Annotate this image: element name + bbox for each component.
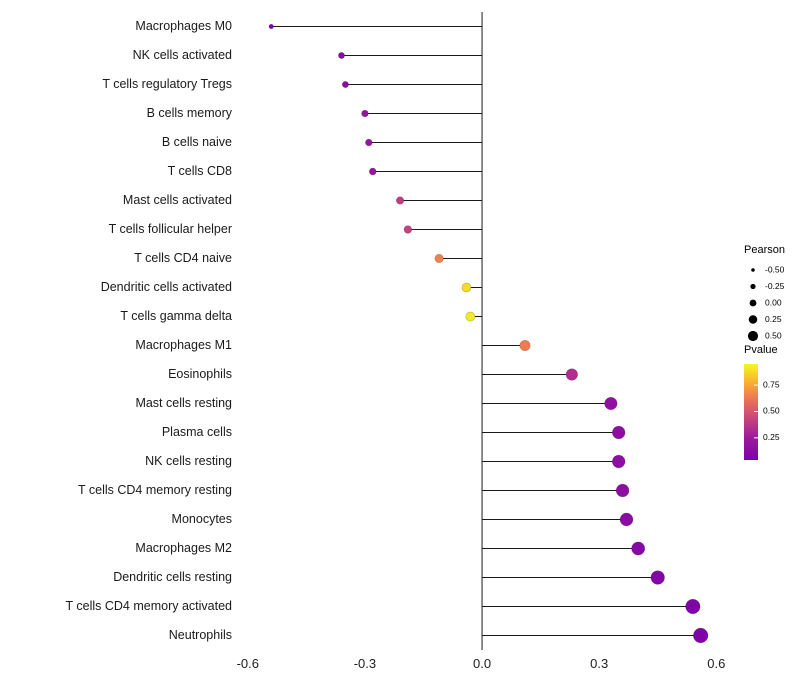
lollipop-point bbox=[612, 425, 626, 440]
y-axis-label: B cells naive bbox=[162, 135, 232, 149]
size-legend-dot bbox=[750, 283, 756, 290]
size-legend-title: Pearson bbox=[744, 244, 785, 256]
size-legend-dot bbox=[748, 315, 758, 324]
lollipop-point bbox=[338, 52, 345, 59]
y-axis-labels: Macrophages M0 NK cells activated T cells … bbox=[66, 19, 233, 642]
y-axis-label: Dendritic cells activated bbox=[101, 280, 232, 294]
y-axis-label: Dendritic cells resting bbox=[113, 570, 232, 584]
lollipop-point bbox=[519, 339, 531, 352]
size-legend-dot bbox=[747, 330, 759, 342]
lollipop-point bbox=[685, 598, 701, 615]
lollipop-point bbox=[341, 81, 349, 88]
y-axis-label: T cells regulatory Tregs bbox=[102, 77, 232, 91]
lollipop-point bbox=[368, 167, 377, 176]
x-axis-tick-label: -0.3 bbox=[354, 656, 376, 671]
y-axis-label: T cells CD4 memory resting bbox=[78, 483, 232, 497]
lollipop-point bbox=[619, 512, 634, 527]
color-legend-label: 0.75 bbox=[763, 379, 780, 389]
lollipop-point bbox=[403, 225, 413, 234]
y-axis-label: Macrophages M0 bbox=[135, 19, 232, 33]
x-axis-tick-label: 0.0 bbox=[473, 656, 491, 671]
y-axis-label: Macrophages M1 bbox=[135, 338, 232, 352]
stems-group bbox=[271, 25, 701, 637]
y-axis-label: Plasma cells bbox=[162, 425, 232, 439]
y-axis-label: T cells follicular helper bbox=[109, 222, 232, 236]
y-axis-label: NK cells resting bbox=[145, 454, 232, 468]
lollipop-point bbox=[268, 23, 274, 30]
x-axis-tick-label: -0.6 bbox=[237, 656, 259, 671]
y-axis-label: B cells memory bbox=[147, 106, 233, 120]
lollipop-point bbox=[604, 396, 618, 411]
lollipop-point bbox=[395, 196, 405, 205]
x-axis-tick-label: 0.3 bbox=[590, 656, 608, 671]
pvalue-colorbar bbox=[744, 364, 758, 460]
y-axis-label: Monocytes bbox=[172, 512, 232, 526]
size-legend-dot bbox=[751, 268, 755, 272]
size-legend-label: 0.00 bbox=[765, 297, 782, 307]
color-legend-label: 0.50 bbox=[763, 406, 780, 416]
lollipop-point bbox=[612, 454, 626, 469]
lollipop-point bbox=[631, 541, 646, 556]
size-legend-label: 0.50 bbox=[765, 330, 782, 340]
size-legend-label: -0.50 bbox=[765, 264, 785, 274]
lollipop-point bbox=[565, 368, 578, 381]
y-axis-label: T cells CD4 naive bbox=[134, 251, 232, 265]
y-axis-label: T cells CD8 bbox=[168, 164, 232, 178]
lollipop-point bbox=[434, 253, 444, 264]
size-legend-label: 0.25 bbox=[765, 314, 782, 324]
lollipop-point bbox=[650, 570, 665, 585]
y-axis-label: Neutrophils bbox=[169, 628, 232, 642]
lollipop-point bbox=[465, 311, 476, 322]
y-axis-label: Macrophages M2 bbox=[135, 541, 232, 555]
lollipop-point bbox=[693, 627, 709, 644]
x-axis-labels: -0.6 -0.3 0.0 0.3 0.6 bbox=[237, 656, 726, 671]
lollipop-point bbox=[365, 138, 373, 147]
y-axis-label: NK cells activated bbox=[133, 48, 232, 62]
y-axis-label: Mast cells resting bbox=[135, 396, 232, 410]
y-axis-label: Eosinophils bbox=[168, 367, 232, 381]
lollipop-point bbox=[461, 282, 472, 293]
lollipop-point bbox=[615, 483, 630, 498]
size-legend: Pearson -0.50 -0.25 0.00 0.25 0.50 bbox=[744, 244, 785, 342]
color-legend-title: Pvalue bbox=[744, 344, 778, 356]
lollipop-point bbox=[361, 109, 369, 118]
size-legend-dot bbox=[749, 299, 757, 307]
size-legend-label: -0.25 bbox=[765, 281, 785, 291]
color-legend: Pvalue 0.75 0.50 0.25 bbox=[744, 344, 780, 460]
y-axis-label: Mast cells activated bbox=[123, 193, 232, 207]
color-legend-label: 0.25 bbox=[763, 432, 780, 442]
x-axis-tick-label: 0.6 bbox=[707, 656, 725, 671]
y-axis-label: T cells CD4 memory activated bbox=[66, 599, 233, 613]
points-group bbox=[268, 23, 709, 644]
y-axis-label: T cells gamma delta bbox=[120, 309, 232, 323]
